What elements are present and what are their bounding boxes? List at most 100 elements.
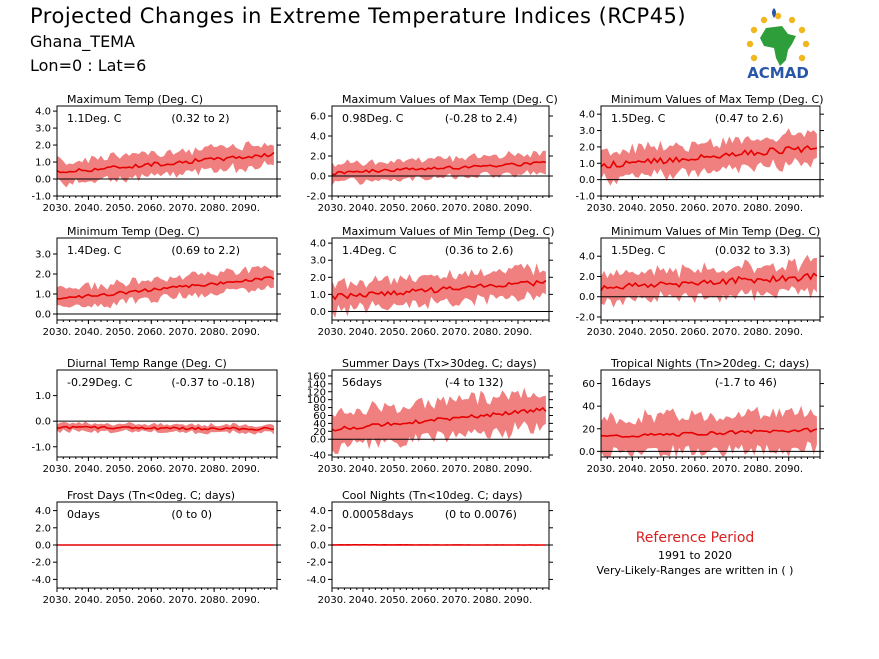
- x-tick-label: 2060.: [137, 327, 166, 338]
- plot-frame: [331, 369, 550, 458]
- y-tick-label: 3.0: [579, 126, 595, 137]
- x-tick-label: 2090.: [774, 327, 803, 338]
- range-band: [57, 265, 274, 309]
- range-note: Very-Likely-Ranges are written in ( ): [596, 564, 794, 577]
- x-tick-label: 2070.: [712, 203, 741, 214]
- x-tick-label: 2050.: [649, 203, 678, 214]
- y-tick-label: -4.0: [306, 575, 326, 586]
- x-tick-label: 2050.: [106, 464, 135, 475]
- x-tick-label: 2070.: [168, 464, 197, 475]
- chart-range: (0 to 0.0076): [445, 508, 517, 521]
- chart-panel: 0.0 1.0 2.0 3.0 4.0 2030. 2040. 2050. 2060. 2070.…: [310, 225, 554, 338]
- x-tick-label: 2060.: [137, 203, 166, 214]
- y-tick-label: -1.0: [31, 442, 51, 453]
- chart-value: 56days: [342, 376, 382, 389]
- y-tick-label: 2.0: [35, 270, 51, 281]
- x-tick-label: 2040.: [349, 464, 378, 475]
- chart-range: (0.47 to 2.6): [715, 112, 784, 125]
- chart-title: Cool Nights (Tn<10deg. C; days): [342, 489, 523, 502]
- y-tick-label: 2.0: [310, 523, 326, 534]
- x-tick-label: 2080.: [743, 327, 772, 338]
- y-tick-label: 0.0: [579, 447, 595, 458]
- y-tick-label: 4.0: [35, 506, 51, 517]
- y-tick-label: 6.0: [310, 112, 326, 123]
- reference-period-title: Reference Period: [635, 530, 755, 546]
- page-title: Projected Changes in Extreme Temperature…: [30, 4, 687, 28]
- y-tick-label: 2.0: [310, 273, 326, 284]
- y-tick-label: -40: [310, 451, 326, 462]
- x-tick-label: 2080.: [200, 595, 229, 606]
- acmad-logo-text: ACMAD: [747, 64, 809, 82]
- y-tick-label: 100: [307, 395, 326, 406]
- y-tick-label: 0.0: [310, 541, 326, 552]
- x-tick-label: 2070.: [168, 327, 197, 338]
- x-tick-label: 2090.: [231, 595, 260, 606]
- y-tick-label: 2.0: [35, 523, 51, 534]
- chart-value: -0.29Deg. C: [67, 376, 133, 389]
- x-tick-label: 2060.: [411, 203, 440, 214]
- x-tick-label: 2080.: [200, 464, 229, 475]
- chart-title: Summer Days (Tx>30deg. C; days): [342, 357, 537, 370]
- x-tick-label: 2030.: [318, 203, 347, 214]
- x-tick-label: 2080.: [200, 203, 229, 214]
- y-tick-label: 40: [582, 402, 595, 413]
- x-tick-label: 2060.: [137, 464, 166, 475]
- x-tick-label: 2090.: [504, 595, 533, 606]
- plot-frame: [331, 105, 550, 197]
- chart-range: (-1.7 to 46): [715, 376, 777, 389]
- x-tick-label: 2050.: [380, 203, 409, 214]
- chart-panel: -2.0 0.0 2.0 4.0 6.0 2030. 2040. 2050. 2060. 2070…: [306, 93, 557, 214]
- y-tick-label: 60: [313, 411, 326, 422]
- y-tick-label: 1.0: [35, 158, 51, 169]
- chart-title: Diurnal Temp Range (Deg. C): [67, 357, 227, 370]
- y-tick-label: 20: [582, 424, 595, 435]
- chart-title: Maximum Temp (Deg. C): [67, 93, 203, 106]
- y-tick-label: 20: [313, 427, 326, 438]
- chart-value: 1.5Deg. C: [611, 244, 666, 257]
- x-tick-label: 2060.: [681, 464, 710, 475]
- x-tick-label: 2070.: [442, 203, 471, 214]
- chart-panel: -1.0 0.0 1.0 2030. 2040. 2050. 2060. 2070. 2080.…: [31, 357, 281, 475]
- chart-range: (-0.37 to -0.18): [171, 376, 255, 389]
- x-tick-label: 2040.: [74, 203, 103, 214]
- y-tick-label: 0.0: [579, 292, 595, 303]
- chart-panel: 0.0 20 40 60 2030. 2040. 2050. 2060. 2070. 2080. 2…: [579, 357, 824, 475]
- x-tick-label: 2050.: [649, 464, 678, 475]
- y-tick-label: 0.0: [35, 417, 51, 428]
- chart-title: Maximum Values of Max Temp (Deg. C): [342, 93, 558, 106]
- x-tick-label: 2050.: [106, 203, 135, 214]
- x-tick-label: 2080.: [473, 203, 502, 214]
- x-tick-label: 2060.: [411, 327, 440, 338]
- x-tick-label: 2070.: [168, 595, 197, 606]
- x-tick-label: 2080.: [743, 464, 772, 475]
- x-tick-label: 2090.: [231, 203, 260, 214]
- y-tick-label: 1.0: [310, 290, 326, 301]
- y-tick-label: 4.0: [310, 239, 326, 250]
- x-tick-label: 2050.: [106, 595, 135, 606]
- x-tick-label: 2090.: [231, 464, 260, 475]
- y-tick-label: -2.0: [306, 192, 326, 203]
- x-tick-label: 2040.: [618, 203, 647, 214]
- chart-value: 1.4Deg. C: [67, 244, 122, 257]
- x-tick-label: 2060.: [681, 203, 710, 214]
- x-tick-label: 2040.: [349, 595, 378, 606]
- y-tick-label: 80: [313, 403, 326, 414]
- median-line: [600, 144, 818, 169]
- x-tick-label: 2030.: [587, 464, 616, 475]
- chart-title: Maximum Values of Min Temp (Deg. C): [342, 225, 555, 238]
- chart-title: Minimum Values of Max Temp (Deg. C): [611, 93, 824, 106]
- y-tick-label: 1.0: [35, 290, 51, 301]
- y-tick-label: -4.0: [31, 575, 51, 586]
- x-tick-label: 2050.: [649, 327, 678, 338]
- y-tick-label: 1.0: [35, 391, 51, 402]
- x-tick-label: 2060.: [411, 595, 440, 606]
- y-tick-label: 4.0: [310, 506, 326, 517]
- median-line: [600, 272, 818, 292]
- median-line: [56, 151, 275, 174]
- y-tick-label: 3.0: [35, 250, 51, 261]
- x-tick-label: 2090.: [504, 464, 533, 475]
- x-tick-label: 2090.: [504, 203, 533, 214]
